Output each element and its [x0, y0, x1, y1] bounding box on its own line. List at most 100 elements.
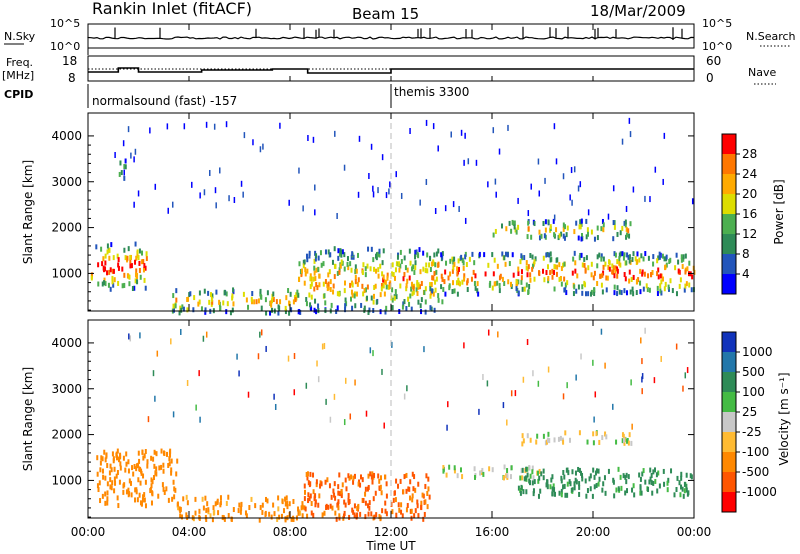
power-cell — [232, 301, 235, 307]
power-cell — [353, 293, 356, 299]
velocity-cell — [259, 505, 262, 511]
velocity-cell — [601, 435, 604, 441]
power-cell — [440, 273, 443, 279]
velocity-cell — [303, 505, 306, 511]
power-cell — [660, 279, 663, 285]
velocity-cell — [394, 497, 397, 503]
velocity-cell — [641, 471, 644, 477]
velocity-cell — [571, 469, 574, 475]
power-cell — [225, 291, 228, 297]
velocity-cell — [682, 493, 685, 499]
power-cell — [416, 282, 419, 288]
power-cell — [365, 295, 368, 301]
power-cell — [266, 290, 269, 296]
power-cell — [574, 260, 577, 266]
power-cell — [410, 306, 413, 312]
power-cell — [418, 284, 421, 290]
power-cell — [351, 282, 354, 288]
power-cell — [109, 286, 112, 292]
power-cell — [452, 259, 455, 265]
power-cell — [347, 265, 350, 271]
power-cell — [260, 294, 263, 300]
power-cell — [134, 148, 137, 155]
velocity-cell — [535, 439, 538, 445]
power-cell — [515, 286, 518, 292]
power-cell — [637, 277, 640, 283]
power-cell — [379, 263, 382, 269]
power-cell — [198, 290, 201, 296]
power-cell — [424, 286, 427, 292]
velocity-cell — [521, 475, 524, 481]
velocity-cell — [297, 506, 300, 512]
velocity-cell — [142, 473, 145, 479]
velocity-cell — [639, 490, 642, 496]
velocity-colorbar-swatch — [722, 332, 736, 352]
power-cell — [372, 293, 375, 299]
power-cell — [210, 296, 213, 302]
power-cell — [473, 280, 476, 286]
power-cell — [525, 260, 528, 266]
power-cell — [587, 291, 590, 297]
power-cell — [579, 224, 582, 230]
power-cell — [564, 282, 567, 288]
velocity-cell — [150, 483, 153, 489]
power-cell — [621, 225, 624, 231]
power-cell — [431, 288, 434, 294]
power-cell — [134, 241, 137, 247]
power-cell — [302, 263, 305, 269]
velocity-cell — [301, 504, 304, 510]
y-tick-label: 4000 — [51, 336, 82, 350]
power-cell — [257, 298, 260, 304]
power-cell — [631, 256, 634, 262]
velocity-cell — [341, 482, 344, 488]
velocity-cell — [360, 474, 363, 480]
velocity-cell — [337, 505, 340, 511]
nsearch-tick-top: 10^5 — [702, 17, 732, 30]
power-cell — [341, 260, 344, 266]
velocity-cell — [546, 484, 549, 490]
power-cell — [581, 284, 584, 290]
power-cell — [596, 263, 599, 269]
velocity-cell — [417, 481, 420, 487]
velocity-cell — [326, 477, 329, 483]
power-cell — [559, 275, 562, 281]
velocity-cell — [334, 495, 337, 501]
power-cell — [452, 265, 455, 271]
velocity-cell — [306, 475, 309, 481]
power-cell — [593, 287, 596, 293]
velocity-cell — [248, 504, 251, 510]
power-cell — [408, 301, 411, 307]
velocity-cell — [685, 483, 688, 489]
y-tick-label: 1000 — [51, 473, 82, 487]
velocity-cell — [106, 490, 109, 496]
power-cell — [662, 178, 664, 185]
velocity-cell — [577, 466, 580, 472]
power-cell — [253, 299, 256, 305]
velocity-cell — [139, 480, 142, 486]
velocity-cell — [405, 507, 408, 513]
power-cell — [314, 209, 316, 216]
power-cell — [596, 254, 599, 260]
power-cell — [167, 207, 169, 214]
power-cell — [618, 289, 621, 295]
velocity-cell — [532, 488, 535, 494]
velocity-cell — [384, 474, 387, 480]
velocity-cell — [204, 514, 207, 520]
power-cell — [113, 277, 116, 283]
velocity-cell — [155, 466, 158, 472]
velocity-cell — [153, 463, 156, 469]
velocity-cell — [385, 493, 388, 499]
velocity-cell — [238, 502, 241, 508]
power-cell — [335, 309, 338, 315]
power-cell — [331, 259, 334, 265]
velocity-cell — [641, 358, 643, 365]
velocity-cell — [237, 508, 240, 514]
velocity-cell — [626, 438, 629, 444]
power-cell — [395, 171, 397, 178]
power-cell — [210, 292, 213, 298]
power-cell — [354, 269, 357, 275]
velocity-cell — [592, 440, 595, 446]
x-tick-label: 12:00 — [374, 525, 409, 539]
velocity-cell — [427, 486, 430, 492]
power-cell — [587, 265, 590, 271]
